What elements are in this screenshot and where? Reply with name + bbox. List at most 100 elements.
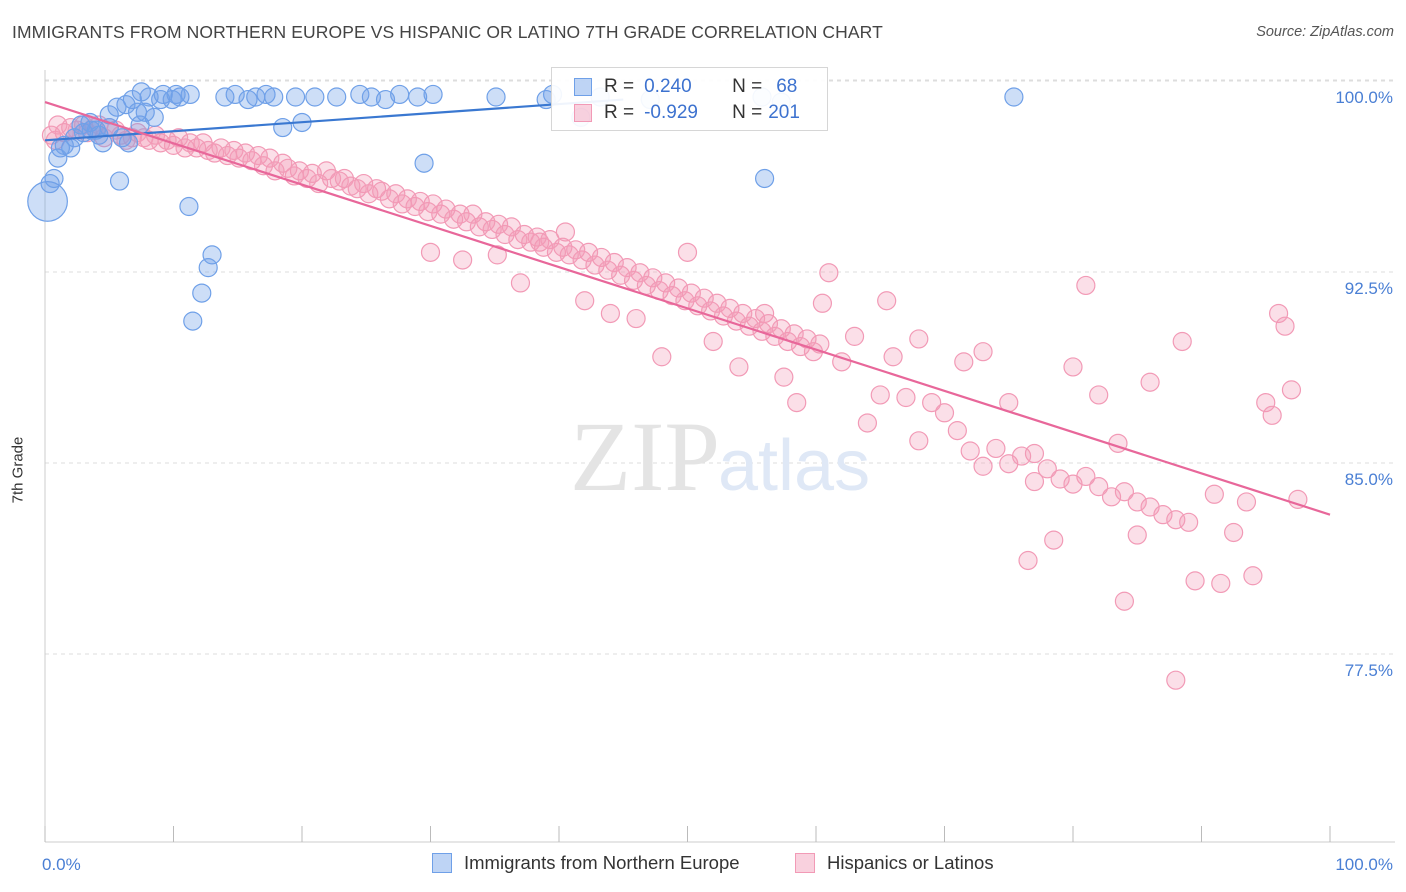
data-point-northern-europe [112, 128, 132, 148]
y-tick-label: 92.5% [1345, 279, 1393, 298]
data-point-hispanics [986, 438, 1006, 459]
data-point-hispanics [1224, 522, 1244, 543]
data-point-hispanics [844, 326, 865, 346]
y-tick-label: 100.0% [1335, 88, 1393, 107]
data-point-northern-europe [238, 89, 258, 110]
legend-r-label: R = [604, 76, 635, 97]
data-point-northern-europe [198, 258, 218, 278]
data-point-hispanics [598, 260, 618, 280]
data-point-northern-europe [390, 84, 410, 105]
data-point-northern-europe [1004, 87, 1024, 107]
data-point-hispanics [1018, 550, 1038, 571]
data-point-northern-europe [423, 84, 443, 105]
data-point-hispanics [729, 357, 749, 377]
data-point-northern-europe [151, 89, 171, 110]
data-point-northern-europe [754, 168, 775, 189]
data-point-hispanics [812, 293, 833, 313]
data-point-hispanics [1179, 512, 1199, 532]
data-point-hispanics [420, 242, 441, 262]
data-point-northern-europe [273, 117, 293, 138]
data-point-hispanics [703, 331, 723, 352]
data-point-hispanics [386, 184, 406, 204]
data-point-northern-europe [192, 283, 212, 303]
data-point-hispanics [1089, 385, 1109, 405]
data-point-northern-europe [27, 181, 68, 222]
data-point-hispanics [1153, 505, 1173, 525]
legend-n-value: 68 [776, 76, 798, 97]
data-point-northern-europe [327, 87, 347, 107]
data-point-hispanics [169, 128, 189, 148]
data-point-hispanics [1076, 275, 1096, 296]
data-point-hispanics [354, 173, 374, 194]
data-point-hispanics [652, 347, 672, 367]
data-point-northern-europe [139, 87, 159, 107]
data-point-hispanics [1236, 492, 1257, 512]
data-point-hispanics [585, 255, 605, 275]
data-point-hispanics [1127, 525, 1147, 545]
data-point-northern-europe [305, 87, 325, 107]
legend-r-value: -0.929 [644, 102, 698, 123]
legend-row-hispanics: R = -0.929 N = 201 [552, 100, 800, 126]
data-point-hispanics [329, 171, 349, 191]
tick-labels: 100.0% 92.5% 85.0% 77.5% 0.0% 100.0% [42, 88, 1393, 874]
data-point-hispanics [611, 265, 631, 285]
data-point-northern-europe [116, 95, 136, 115]
legend-r-value: 0.240 [644, 76, 692, 97]
axes [44, 70, 1395, 843]
chart-title: IMMIGRANTS FROM NORTHERN EUROPE VS HISPA… [12, 22, 883, 42]
data-point-hispanics [1024, 443, 1045, 464]
data-point-hispanics [1172, 331, 1192, 352]
bottom-legend-swatch-blue [432, 853, 452, 873]
data-point-hispanics [1275, 316, 1295, 336]
data-point-hispanics [1204, 484, 1224, 504]
data-point-hispanics [662, 286, 682, 306]
data-point-hispanics [495, 224, 515, 245]
data-point-northern-europe [225, 84, 245, 105]
data-point-hispanics [1262, 405, 1282, 425]
bottom-legend-northern-europe: Immigrants from Northern Europe [432, 852, 740, 874]
data-point-northern-europe [361, 87, 381, 107]
data-point-hispanics [626, 308, 646, 329]
data-point-hispanics [436, 199, 456, 219]
data-point-northern-europe [118, 133, 139, 153]
data-point-hispanics [347, 179, 367, 199]
data-point-hispanics [774, 367, 794, 387]
data-point-northern-europe [135, 102, 155, 122]
data-point-hispanics [1185, 571, 1205, 591]
data-point-hispanics [482, 219, 502, 240]
data-point-hispanics [453, 250, 473, 270]
data-point-hispanics [1243, 566, 1263, 586]
data-point-hispanics [934, 403, 955, 423]
data-point-hispanics [334, 168, 355, 189]
data-point-hispanics [787, 393, 807, 413]
data-point-hispanics [1050, 469, 1070, 489]
data-point-hispanics [456, 212, 477, 232]
data-point-hispanics [1114, 591, 1135, 611]
data-point-hispanics [1166, 670, 1186, 690]
data-point-hispanics [1281, 380, 1302, 400]
data-point-hispanics [1063, 357, 1083, 377]
correlation-legend: R = 0.240 N = 68 R = -0.929 N = 201 [551, 67, 828, 131]
data-point-hispanics [954, 352, 974, 372]
data-point-hispanics [273, 153, 293, 173]
legend-n-label: N = [732, 102, 763, 123]
data-point-northern-europe [109, 171, 130, 191]
legend-swatch-pink [574, 104, 592, 122]
legend-row-northern-europe: R = 0.240 N = 68 [552, 74, 797, 100]
data-point-hispanics [922, 393, 942, 413]
data-point-hispanics [423, 194, 443, 214]
trend-line-hispanics [44, 101, 1331, 516]
data-point-hispanics [1024, 471, 1045, 492]
data-point-hispanics [877, 291, 897, 311]
data-point-northern-europe [414, 153, 434, 173]
data-point-hispanics [1140, 372, 1160, 392]
data-point-hispanics [1089, 477, 1109, 497]
data-point-hispanics [366, 179, 387, 199]
data-point-northern-europe [285, 87, 306, 107]
data-point-hispanics [870, 385, 890, 405]
y-tick-label: 85.0% [1345, 470, 1393, 489]
y-tick-label: 77.5% [1345, 661, 1393, 680]
data-point-hispanics [819, 263, 839, 283]
bottom-legend-swatch-pink [795, 853, 815, 873]
